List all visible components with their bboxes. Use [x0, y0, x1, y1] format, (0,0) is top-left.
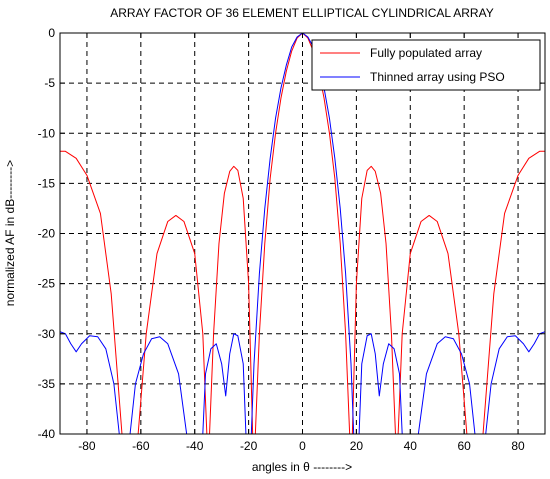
legend: Fully populated array Thinned array usin… — [311, 39, 541, 91]
grid-lines — [60, 32, 545, 435]
y-tick-label: -5 — [44, 76, 55, 90]
axis-ticks: -80 -60 -40 -20 0 20 40 60 80 0 -5 -10 -15 -20 -25 -30 -… — [38, 26, 545, 453]
legend-label-thinned: Thinned array using PSO — [370, 70, 505, 84]
series-line-0 — [60, 33, 545, 434]
y-tick-label: -15 — [38, 176, 56, 190]
y-axis-label: normalized AF in dB--------> — [3, 160, 17, 306]
x-tick-label: 40 — [404, 439, 418, 453]
x-tick-label: 60 — [457, 439, 471, 453]
x-tick-label: 20 — [350, 439, 364, 453]
series-line-1 — [60, 33, 545, 434]
x-tick-label: -60 — [132, 439, 150, 453]
x-tick-label: 0 — [299, 439, 306, 453]
x-tick-label: -20 — [240, 439, 258, 453]
y-tick-label: -25 — [38, 277, 56, 291]
y-tick-label: -40 — [38, 427, 56, 441]
legend-box — [311, 39, 541, 91]
y-tick-label: -20 — [38, 227, 56, 241]
y-tick-label: -10 — [38, 126, 56, 140]
x-axis-label: angles in θ --------> — [252, 460, 352, 474]
x-tick-label: -40 — [186, 439, 204, 453]
y-tick-label: 0 — [48, 26, 55, 40]
y-tick-label: -35 — [38, 377, 56, 391]
chart-title: ARRAY FACTOR OF 36 ELEMENT ELLIPTICAL CY… — [110, 6, 493, 20]
y-tick-label: -30 — [38, 327, 56, 341]
series-layer — [60, 33, 545, 434]
legend-label-fully-populated: Fully populated array — [370, 46, 482, 60]
x-tick-label: -80 — [78, 439, 96, 453]
x-tick-label: 80 — [511, 439, 525, 453]
